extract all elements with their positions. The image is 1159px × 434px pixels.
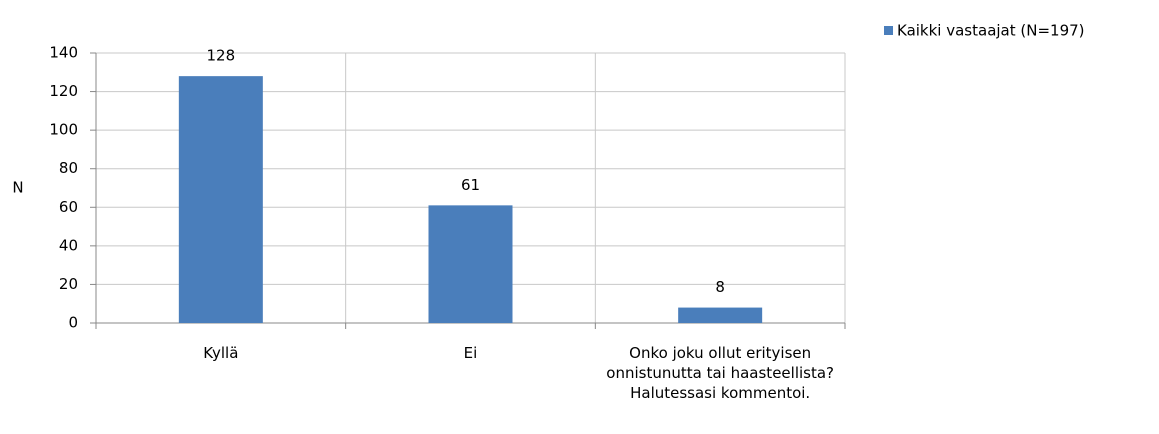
x-tick-label: Onko joku ollut erityisen onnistunutta t… [606, 344, 834, 402]
data-label: 8 [715, 278, 725, 296]
legend-swatch [884, 26, 893, 35]
y-tick-label: 0 [68, 314, 78, 332]
y-tick-label: 60 [59, 198, 78, 216]
bar [428, 205, 513, 323]
y-tick-label: 140 [49, 44, 78, 62]
y-tick-label: 20 [59, 275, 78, 293]
x-tick-label: Ei [463, 344, 478, 362]
y-tick-label: 100 [49, 121, 78, 139]
x-tick-label: Kyllä [203, 344, 239, 362]
bar [678, 307, 763, 323]
legend-label: Kaikki vastaajat (N=197) [897, 22, 1085, 40]
data-label: 61 [461, 176, 480, 194]
y-tick-label: 80 [59, 159, 78, 177]
bar [178, 76, 263, 324]
y-tick-label: 120 [49, 82, 78, 100]
data-label: 128 [207, 47, 236, 65]
y-tick-label: 40 [59, 236, 78, 254]
y-axis-label: N [12, 179, 23, 197]
